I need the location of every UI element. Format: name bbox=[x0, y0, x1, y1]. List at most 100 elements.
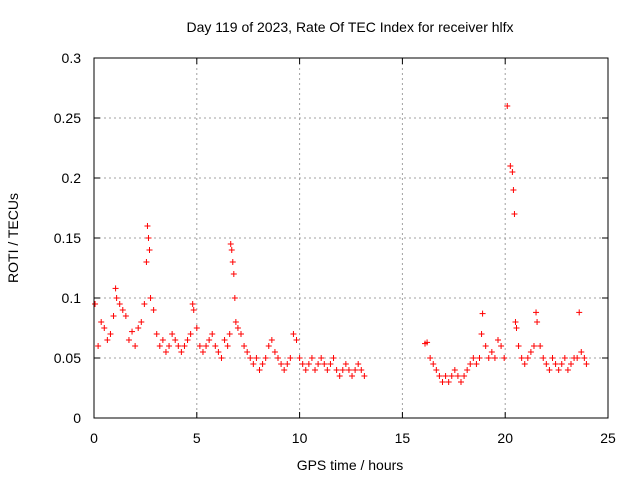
data-point bbox=[112, 285, 119, 292]
data-point bbox=[190, 307, 197, 313]
data-point bbox=[150, 307, 157, 313]
data-point bbox=[138, 319, 145, 325]
data-point bbox=[203, 343, 210, 349]
data-point bbox=[147, 295, 154, 301]
data-point bbox=[110, 313, 117, 319]
data-point bbox=[189, 301, 196, 307]
data-point bbox=[116, 301, 123, 307]
data-point bbox=[540, 355, 547, 361]
data-point bbox=[537, 343, 544, 349]
data-point bbox=[479, 310, 486, 317]
data-point bbox=[549, 355, 556, 361]
data-point bbox=[172, 337, 179, 343]
data-point bbox=[95, 343, 102, 349]
x-tick-label: 25 bbox=[600, 430, 616, 446]
data-point bbox=[256, 367, 263, 373]
data-point bbox=[212, 343, 219, 349]
data-point bbox=[482, 343, 489, 349]
axis-ticks: 0 5 10 15 20 25 0 0.05 0.1 0.15 0.2 0.25 0.3 bbox=[54, 50, 616, 446]
data-point bbox=[132, 343, 139, 349]
data-point bbox=[336, 373, 343, 379]
data-point bbox=[349, 373, 356, 379]
data-point bbox=[284, 361, 291, 367]
data-point bbox=[470, 355, 477, 361]
data-point bbox=[169, 331, 176, 337]
data-point bbox=[119, 307, 126, 313]
data-point bbox=[206, 337, 213, 343]
data-point bbox=[521, 361, 528, 367]
data-point bbox=[436, 373, 443, 379]
data-point bbox=[209, 331, 216, 337]
data-point bbox=[221, 337, 228, 343]
y-tick-label: 0 bbox=[73, 410, 81, 426]
data-point bbox=[342, 361, 349, 367]
data-point bbox=[250, 361, 257, 367]
data-point bbox=[125, 337, 132, 343]
data-point bbox=[574, 355, 581, 361]
data-point bbox=[299, 361, 306, 367]
data-point bbox=[488, 349, 495, 355]
data-point bbox=[345, 367, 352, 373]
data-point bbox=[339, 367, 346, 373]
data-point bbox=[231, 295, 238, 301]
data-point bbox=[433, 367, 440, 373]
data-point bbox=[238, 331, 245, 337]
data-point bbox=[129, 328, 136, 335]
data-point bbox=[278, 361, 285, 367]
x-tick-label: 20 bbox=[497, 430, 513, 446]
data-point bbox=[199, 349, 206, 355]
grid-lines bbox=[94, 58, 608, 418]
data-point bbox=[227, 241, 234, 247]
data-point bbox=[524, 355, 531, 361]
data-point bbox=[193, 325, 200, 331]
data-point bbox=[564, 367, 571, 373]
data-point bbox=[533, 309, 540, 316]
data-point bbox=[430, 361, 437, 367]
data-point bbox=[501, 355, 508, 361]
data-point bbox=[578, 349, 585, 355]
data-points bbox=[92, 103, 590, 385]
y-tick-label: 0.1 bbox=[62, 290, 82, 306]
data-point bbox=[247, 355, 254, 361]
data-point bbox=[513, 325, 520, 331]
data-point bbox=[454, 373, 461, 379]
chart-title: Day 119 of 2023, Rate Of TEC Index for r… bbox=[186, 19, 513, 35]
y-tick-label: 0.3 bbox=[62, 50, 82, 66]
data-point bbox=[518, 355, 525, 361]
data-point bbox=[178, 349, 185, 355]
data-point bbox=[473, 361, 480, 367]
data-point bbox=[187, 331, 194, 337]
data-point bbox=[534, 319, 541, 325]
data-point bbox=[352, 367, 359, 373]
x-tick-label: 0 bbox=[90, 430, 98, 446]
data-point bbox=[495, 337, 502, 343]
data-point bbox=[467, 361, 474, 367]
data-point bbox=[427, 355, 434, 361]
data-point bbox=[491, 355, 498, 361]
data-point bbox=[527, 349, 534, 355]
data-point bbox=[476, 355, 483, 361]
data-point bbox=[98, 319, 105, 325]
data-point bbox=[107, 331, 114, 337]
data-point bbox=[478, 331, 485, 337]
data-point bbox=[561, 355, 568, 361]
data-point bbox=[122, 313, 129, 319]
y-tick-label: 0.05 bbox=[54, 350, 81, 366]
data-point bbox=[308, 355, 315, 361]
data-point bbox=[253, 355, 260, 361]
data-point bbox=[145, 235, 152, 241]
data-point bbox=[262, 355, 269, 361]
data-point bbox=[113, 295, 120, 301]
data-point bbox=[445, 379, 452, 385]
data-point bbox=[442, 373, 449, 379]
data-point bbox=[104, 337, 111, 343]
y-tick-label: 0.15 bbox=[54, 230, 81, 246]
data-point bbox=[156, 343, 163, 349]
data-point bbox=[464, 367, 471, 373]
data-point bbox=[296, 355, 303, 361]
x-axis-label: GPS time / hours bbox=[297, 457, 404, 473]
data-point bbox=[315, 361, 322, 367]
data-point bbox=[355, 361, 362, 367]
data-point bbox=[271, 349, 278, 355]
